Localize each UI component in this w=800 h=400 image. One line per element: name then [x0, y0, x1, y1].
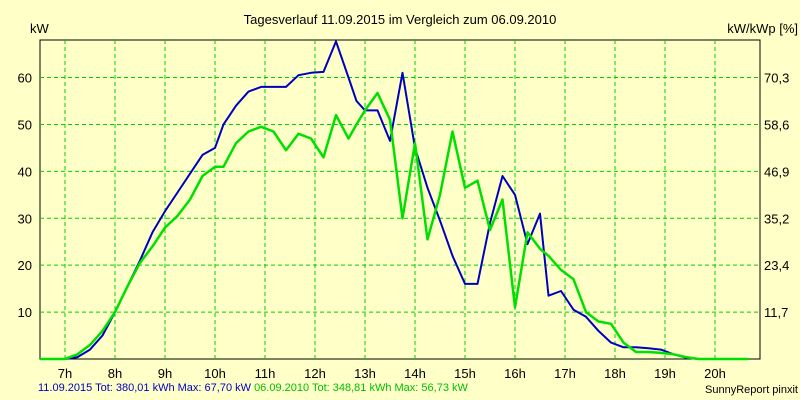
x-tick-label: 12h [304, 366, 326, 381]
x-tick-label: 8h [108, 366, 122, 381]
y-axis-right-label: kW/kWp [%] [727, 21, 798, 36]
x-tick-label: 7h [58, 366, 72, 381]
chart-title: Tagesverlauf 11.09.2015 im Vergleich zum… [244, 12, 557, 27]
x-tick-label: 9h [158, 366, 172, 381]
x-tick-label: 11h [255, 366, 276, 381]
x-tick-label: 18h [604, 366, 626, 381]
x-tick-label: 13h [354, 366, 376, 381]
x-tick-label: 15h [454, 366, 476, 381]
y-tick-label-left: 20 [18, 258, 32, 273]
y-tick-label-right: 23,4 [764, 258, 789, 273]
x-tick-label: 20h [704, 366, 726, 381]
y-tick-label-left: 50 [18, 117, 32, 132]
y-tick-label-left: 30 [18, 211, 32, 226]
x-tick-label: 19h [654, 366, 676, 381]
y-tick-label-right: 46,9 [764, 164, 789, 179]
series-lines [40, 40, 749, 361]
footer-summary: 11.09.2015 Tot: 380,01 kWh Max: 67,70 kW… [38, 382, 468, 394]
x-tick-label: 14h [404, 366, 426, 381]
y-tick-label-left: 40 [18, 164, 32, 179]
x-tick-label: 10h [204, 366, 226, 381]
y-tick-labels-left: 10 20 30 40 50 60 [18, 71, 32, 321]
y-tick-label-right: 11,7 [764, 305, 788, 320]
y-tick-label-right: 35,2 [764, 211, 789, 226]
x-tick-labels: 7h 8h 9h 10h 11h 12h 13h 14h 15h 16h 17h 18h 19h 20h [58, 366, 726, 381]
x-tick-label: 17h [554, 366, 576, 381]
y-tick-label-left: 60 [18, 71, 32, 86]
y-tick-label-right: 70,3 [764, 71, 789, 86]
y-axis-left-label: kW [30, 21, 50, 36]
y-tick-labels-right: 11,7 23,4 35,2 46,9 58,6 70,3 [764, 71, 789, 321]
series-line-2 [40, 91, 749, 361]
x-tick-label: 16h [504, 366, 526, 381]
footer-series-2: 06.09.2010 Tot: 348,81 kWh Max: 56,73 kW [254, 382, 468, 394]
brand-label: SunnyReport pinxit [705, 384, 798, 396]
y-tick-label-left: 10 [18, 305, 32, 320]
footer-series-1: 11.09.2015 Tot: 380,01 kWh Max: 67,70 kW [38, 382, 251, 394]
y-tick-label-right: 58,6 [764, 117, 789, 132]
